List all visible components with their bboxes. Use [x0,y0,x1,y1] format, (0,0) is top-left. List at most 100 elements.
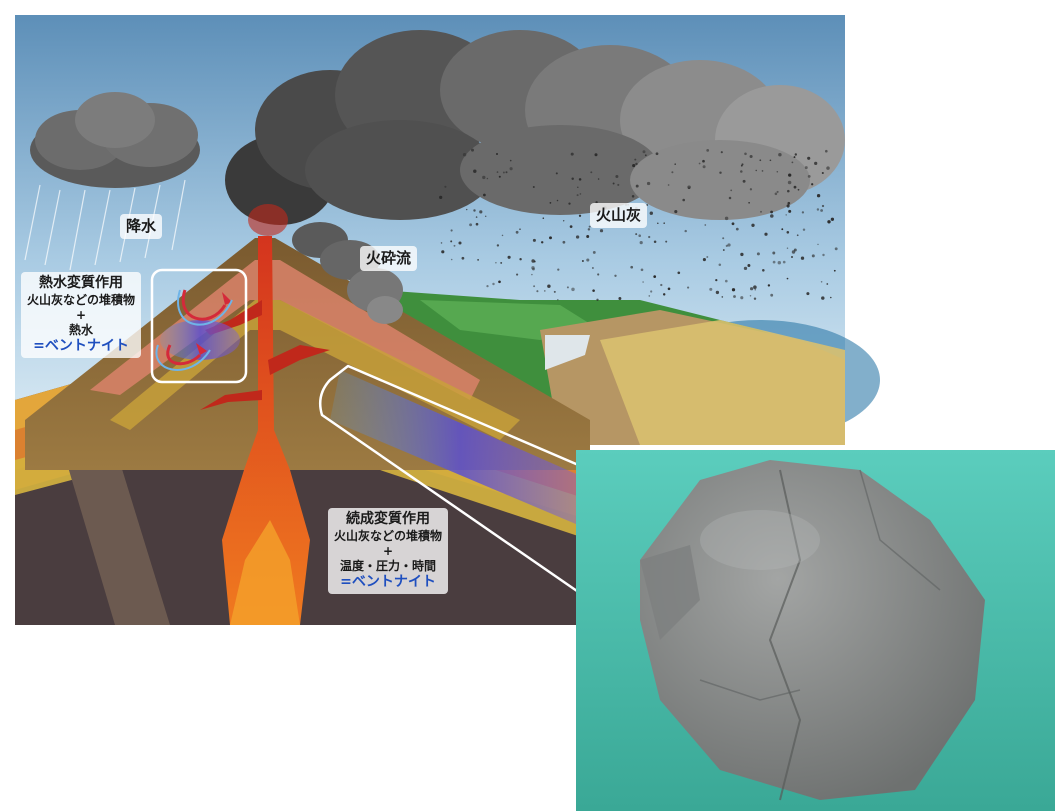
ash-particle [721,296,724,298]
ash-particle [816,208,820,211]
ash-particle [776,171,779,173]
ash-particle [547,284,551,288]
ash-particle [540,241,544,244]
ash-particle [804,166,808,170]
ash-particle [811,254,815,258]
ash-particle [617,183,620,186]
ash-particle [571,287,575,292]
ash-particle [822,253,825,257]
ash-particle [718,263,722,266]
ash-particle [498,175,501,178]
ash-particle [597,178,600,180]
ash-particle [740,252,744,257]
ash-particle [453,244,456,247]
ash-particle [495,262,497,264]
ash-particle [660,283,663,287]
ash-particle [821,171,824,175]
ash-particle [519,228,521,230]
ash-particle [796,234,799,237]
ash-particle [663,222,665,224]
ash-particle [826,283,829,285]
ash-particle [722,249,725,251]
ash-particle [571,177,574,180]
ash-particle [579,193,582,195]
ash-particle [440,242,443,244]
ash-particle [519,258,522,261]
hydrothermal-plus: + [75,307,87,322]
ash-particle [688,187,690,190]
ash-particle [761,170,764,172]
ash-particle [532,267,535,271]
ash-particle [482,175,486,180]
ash-particle [793,156,796,159]
ash-particle [778,152,782,157]
ash-particle [709,287,713,291]
ash-particle [498,280,501,284]
ash-particle [492,282,495,286]
ash-particle [639,241,643,245]
ash-particle [469,223,473,227]
diagenesis-plus: + [382,543,394,558]
ash-particle [531,259,535,263]
rain-label: 降水 [120,214,163,239]
ash-particle [592,250,596,254]
ash-particle [642,150,646,154]
ash-particle [596,298,599,301]
hydrothermal-line1: 火山灰などの堆積物 [26,292,135,307]
ash-particle [730,189,733,192]
ash-particle [830,217,835,221]
ash-particle [749,188,753,191]
ash-particle [787,189,790,193]
ash-particle [486,177,489,180]
ash-particle [720,151,723,154]
ash-particle [728,196,732,200]
ash-particle [816,194,821,198]
ash-particle [473,169,477,173]
ash-particle [753,285,757,289]
ash-particle [793,185,797,189]
ash-particle [532,238,536,242]
ash-particle [797,188,800,191]
ash-particle [731,288,736,292]
ash-particle [587,228,591,231]
ash-particle [786,231,790,234]
ash-particle [788,173,792,177]
ash-particle [650,290,653,293]
ash-particle [648,235,651,239]
ash-particle [595,201,598,204]
ash-particle [735,227,739,231]
ash-particle [706,149,710,152]
ash-particle [655,152,659,156]
ash-particle [581,260,584,262]
ash-particle [631,195,635,198]
ash-particle [702,159,705,163]
ash-particle [782,260,786,264]
ash-particle [638,234,641,237]
ash-particle [820,281,823,283]
ash-particle [811,183,814,186]
ash-particle [665,240,668,243]
hydrothermal-zone [150,268,248,384]
diagenesis-title: 続成変質作用 [345,511,430,527]
ash-particle [640,268,644,272]
ash-particle [770,214,774,218]
ash-particle [479,210,483,214]
ash-particle [769,159,772,162]
ash-particle [786,247,789,249]
hydrothermal-label: 熱水変質作用 火山灰などの堆積物 + 熱水 =ベントナイト [8,272,154,358]
ash-particle [806,292,810,296]
ash-particle [740,170,743,173]
ash-particle [667,287,671,291]
ash-particle [749,295,752,297]
ash-particle [719,171,722,174]
ash-particle [715,290,720,295]
ash-particle [755,169,757,172]
ash-particle [578,178,582,181]
ash-particle [653,240,657,244]
ash-particle [785,214,787,216]
ash-particle [536,290,539,293]
ash-particle [496,171,499,173]
ash-particle [759,159,762,162]
ash-particle [715,278,718,282]
